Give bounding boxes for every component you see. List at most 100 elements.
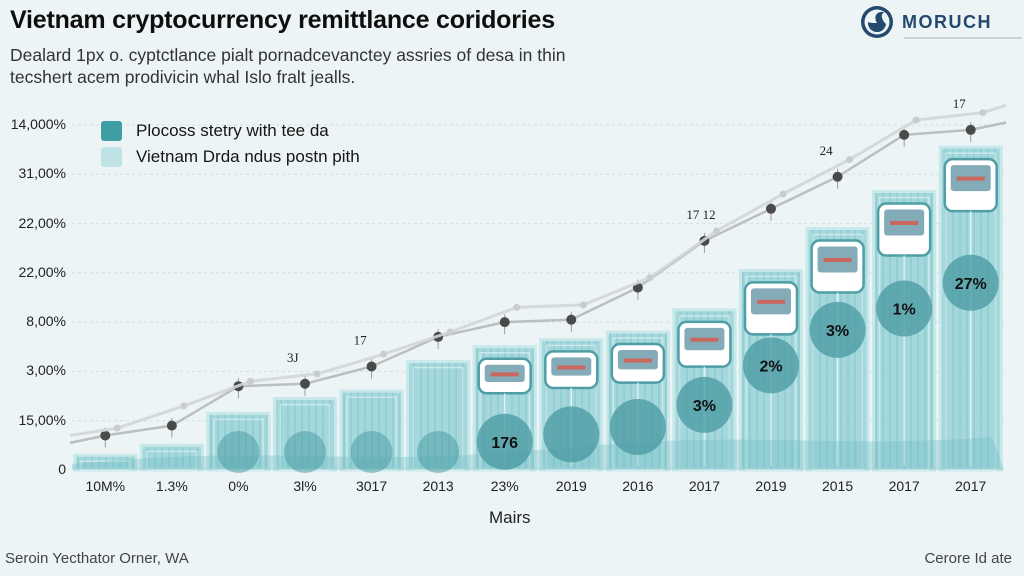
y-tick-label: 22,00% — [18, 263, 66, 280]
y-tick-label: 31,00% — [18, 165, 66, 182]
bubble — [217, 431, 260, 473]
x-tick-label: 2019 — [755, 478, 787, 494]
y-tick-label: 3,00% — [26, 362, 66, 379]
chart-title: Vietnam cryptocurrency remittlance corid… — [10, 6, 555, 34]
line-marker-secondary — [380, 350, 388, 358]
bar-badge-stripe — [623, 358, 652, 363]
bubble — [417, 431, 460, 473]
legend-item-secondary[interactable]: Vietnam Drda ndus postn pith — [101, 144, 360, 170]
legend-swatch-light — [101, 147, 122, 167]
bar-badge-stripe — [690, 337, 719, 342]
bar-badge-stripe — [890, 220, 919, 225]
footer-source: Seroin Yecthator Orner, WA — [5, 550, 189, 567]
brand-logo: MORUCH — [860, 5, 1022, 39]
line-marker-secondary — [912, 116, 920, 124]
bubble — [543, 406, 600, 463]
bubble — [609, 399, 666, 455]
x-tick-label: 2017 — [955, 478, 987, 494]
bubble — [676, 376, 733, 433]
bar-inner-frame — [878, 196, 930, 471]
x-tick-label: 23% — [490, 478, 519, 494]
bubble-label: 3% — [826, 323, 849, 340]
bubble-label: 27% — [955, 276, 987, 293]
bar-badge-stripe — [490, 372, 519, 377]
line-marker — [100, 430, 111, 441]
line-marker — [899, 129, 910, 140]
x-tick-label: 0% — [228, 478, 249, 494]
line-marker — [965, 124, 976, 135]
x-axis-title: Mairs — [489, 508, 531, 527]
bubble — [350, 431, 393, 473]
y-tick-label: 14,000% — [10, 116, 66, 132]
bar-inner-frame — [812, 233, 863, 471]
bar-inner-frame — [945, 152, 997, 471]
bubble — [743, 337, 799, 394]
bar — [73, 453, 138, 472]
line-marker-secondary — [446, 328, 454, 336]
x-tick-label: 2015 — [821, 478, 854, 494]
x-tick-label: 2017 — [888, 478, 920, 494]
bubble — [476, 413, 533, 470]
point-annotation: 3J — [287, 350, 299, 365]
line-marker-secondary — [113, 424, 121, 432]
primary-trend-line — [69, 121, 1007, 445]
line-marker-secondary — [712, 227, 720, 235]
y-tick-label: 8,00% — [26, 313, 66, 330]
legend-label: Vietnam Drda ndus postn pith — [136, 147, 360, 166]
logo-tagline-bar — [904, 37, 1022, 39]
bar — [139, 443, 204, 472]
line-marker — [566, 314, 577, 325]
legend-swatch-dark — [101, 121, 122, 141]
bubble-label: 3% — [693, 398, 716, 415]
x-tick-label: 2016 — [622, 478, 654, 494]
y-tick-label: 15,00% — [18, 411, 66, 428]
x-tick-label: 2019 — [555, 478, 587, 494]
crescent-globe-icon — [861, 6, 893, 38]
x-tick-label: 2013 — [422, 478, 454, 494]
line-marker-secondary — [846, 156, 854, 163]
point-annotation: 17 — [354, 333, 368, 348]
x-tick-label: 3l% — [293, 478, 317, 494]
bar-inner-frame — [545, 344, 597, 471]
point-annotation: 17 12 — [686, 207, 715, 222]
bar-badge-stripe — [956, 176, 985, 181]
line-marker-secondary — [246, 377, 254, 385]
bar-inner-frame — [146, 450, 198, 471]
line-marker-secondary — [979, 109, 987, 117]
bar-inner-frame — [79, 460, 131, 471]
chart-legend: Plocoss stetry with tee da Vietnam Drda … — [101, 118, 360, 170]
bubble-label: 176 — [491, 435, 518, 452]
point-annotation: 24 — [820, 143, 834, 158]
secondary-trend-line — [69, 103, 1007, 437]
bar-badge-stripe — [757, 299, 785, 304]
line-marker-secondary — [313, 370, 321, 378]
line-marker — [300, 378, 310, 389]
bubble-label: 1% — [893, 301, 916, 318]
line-marker — [166, 420, 177, 431]
legend-label: Plocoss stetry with tee da — [136, 121, 329, 140]
legend-item-primary[interactable]: Plocoss stetry with tee da — [101, 118, 360, 144]
y-tick-label: 0 — [58, 461, 66, 477]
bubble-label: 2% — [759, 358, 782, 375]
bar-inner-frame — [612, 337, 664, 471]
footer-note: Cerore Id ate — [924, 550, 1012, 567]
bubble — [942, 254, 999, 311]
bubble — [876, 280, 933, 337]
x-tick-label: 1.3% — [155, 478, 188, 494]
x-tick-label: 2017 — [688, 478, 720, 494]
bubble — [809, 301, 866, 358]
line-marker-secondary — [579, 301, 587, 309]
bar-badge-stripe — [823, 257, 852, 262]
point-annotation: 17 — [953, 96, 967, 111]
bar-badge-stripe — [557, 365, 586, 370]
line-marker-secondary — [180, 402, 188, 410]
line-marker — [499, 317, 510, 328]
line-marker-secondary — [779, 190, 787, 198]
line-marker — [832, 171, 843, 182]
line-marker — [766, 203, 776, 214]
bubble — [284, 431, 326, 473]
x-tick-label: 3017 — [355, 478, 388, 494]
y-tick-label: 22,00% — [18, 214, 66, 231]
x-tick-label: 10M% — [85, 478, 126, 494]
